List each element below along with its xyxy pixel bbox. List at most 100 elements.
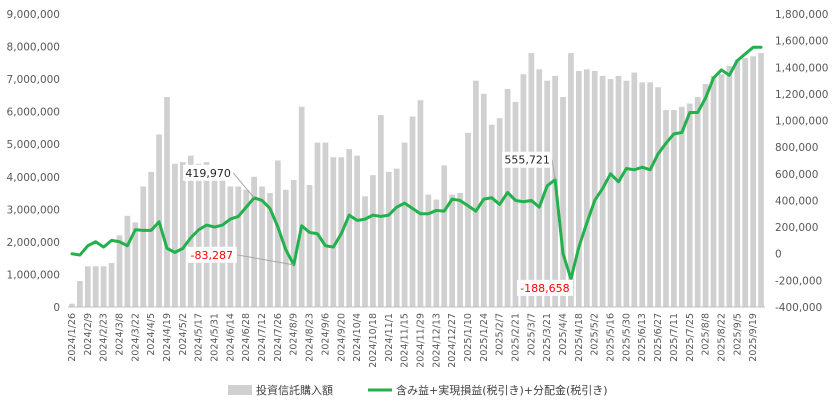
bar xyxy=(615,75,622,307)
callout-leader xyxy=(232,172,255,199)
bar xyxy=(148,171,155,307)
bar xyxy=(235,186,242,307)
bar xyxy=(306,184,313,307)
y-axis-left: 0 1,000,000 2,000,000 3,000,000 4,000,000 5,0… xyxy=(7,9,60,314)
bar xyxy=(77,280,83,307)
bar xyxy=(734,59,741,307)
bar xyxy=(536,69,543,307)
x-tick-label: 2025/4/4 xyxy=(558,313,569,356)
x-tick-label: 2025/1/10 xyxy=(463,313,474,362)
bar-series xyxy=(69,53,764,308)
y-right-tick-label: -200,000 xyxy=(775,275,822,287)
x-tick-label: 2024/6/28 xyxy=(241,313,252,362)
bar xyxy=(639,82,646,308)
bar xyxy=(290,180,297,307)
bar xyxy=(520,74,527,307)
bar xyxy=(449,194,455,307)
bar xyxy=(694,97,701,308)
bar xyxy=(195,163,202,307)
y-right-tick-label: 400,000 xyxy=(775,195,818,207)
bar xyxy=(92,266,99,307)
x-tick-label: 2024/3/22 xyxy=(130,313,141,362)
bar xyxy=(528,53,535,307)
x-tick-label: 2025/6/13 xyxy=(637,313,648,362)
bar xyxy=(663,110,669,307)
bar xyxy=(591,70,598,307)
legend-label-line: 含み益+実現損益(税引き)+分配金(税引き) xyxy=(396,383,608,397)
bar xyxy=(69,303,75,307)
bar xyxy=(425,194,432,307)
bar xyxy=(560,97,566,308)
bar xyxy=(488,124,495,307)
bar xyxy=(465,132,471,307)
bar xyxy=(393,168,400,307)
x-tick-label: 2024/8/23 xyxy=(305,313,316,362)
bar xyxy=(219,168,226,307)
callout-label: -83,287 xyxy=(190,249,232,262)
bar xyxy=(401,142,408,307)
y-left-tick-label: 0 xyxy=(53,302,60,314)
bar xyxy=(132,222,139,307)
y-right-tick-label: 1,800,000 xyxy=(775,9,828,21)
y-axis-right: -400,000 -200,000 0 200,000 400,000 600,000 80… xyxy=(775,9,828,314)
y-right-tick-label: 0 xyxy=(775,249,782,261)
x-tick-label: 2024/11/15 xyxy=(400,313,411,368)
bar xyxy=(172,163,178,307)
bar xyxy=(370,175,376,307)
bar xyxy=(623,80,630,308)
bar xyxy=(362,196,368,307)
callout-label: 419,970 xyxy=(185,167,231,180)
y-right-tick-label: 600,000 xyxy=(775,169,818,181)
x-tick-label: 2025/8/22 xyxy=(716,313,727,362)
y-left-tick-label: 2,000,000 xyxy=(7,237,60,249)
bar xyxy=(378,114,384,307)
y-left-tick-label: 3,000,000 xyxy=(7,204,60,216)
legend: 投資信託購入額 含み益+実現損益(税引き)+分配金(税引き) xyxy=(228,383,608,397)
bar xyxy=(275,160,281,307)
x-tick-label: 2024/7/12 xyxy=(257,313,268,362)
y-right-tick-label: 1,400,000 xyxy=(775,62,828,74)
bar xyxy=(457,193,463,307)
line-series xyxy=(70,45,763,281)
bar xyxy=(267,193,273,307)
bar xyxy=(322,142,329,307)
bar xyxy=(330,157,337,307)
bar xyxy=(180,162,186,307)
bar xyxy=(647,82,653,308)
y-left-tick-label: 5,000,000 xyxy=(7,139,60,151)
x-tick-label: 2024/3/8 xyxy=(114,313,125,356)
x-tick-label: 2024/8/9 xyxy=(289,313,300,356)
x-tick-label: 2025/3/7 xyxy=(526,313,537,356)
x-tick-label: 2025/3/21 xyxy=(542,313,553,362)
bar xyxy=(702,83,709,308)
bar xyxy=(84,266,91,307)
x-tick-label: 2025/2/21 xyxy=(511,313,522,362)
x-tick-label: 2025/7/11 xyxy=(669,313,680,362)
bar xyxy=(441,165,448,307)
legend-label-bar: 投資信託購入額 xyxy=(256,383,333,397)
x-tick-label: 2025/5/30 xyxy=(621,313,632,362)
x-tick-label: 2025/1/24 xyxy=(479,313,490,362)
bar xyxy=(599,75,606,307)
bar xyxy=(314,142,321,307)
bar xyxy=(346,149,353,307)
x-tick-label: 2025/5/2 xyxy=(590,313,601,356)
bar xyxy=(433,199,440,307)
x-tick-label: 2024/6/14 xyxy=(225,313,236,362)
bar xyxy=(259,186,265,307)
bar xyxy=(298,106,305,307)
x-tick-label: 2024/5/31 xyxy=(210,313,221,362)
y-right-tick-label: 800,000 xyxy=(775,142,818,154)
y-right-tick-label: 200,000 xyxy=(775,222,818,234)
x-tick-label: 2025/6/27 xyxy=(653,313,664,362)
bar xyxy=(473,80,479,308)
bar xyxy=(742,57,749,308)
x-tick-label: 2024/11/1 xyxy=(384,313,395,362)
bar xyxy=(203,162,210,307)
x-tick-label: 2024/10/4 xyxy=(352,313,363,362)
bar xyxy=(607,79,614,307)
x-tick-label: 2025/4/18 xyxy=(574,313,585,362)
bar xyxy=(354,155,360,307)
bar xyxy=(686,103,693,307)
y-left-tick-label: 9,000,000 xyxy=(7,9,60,21)
